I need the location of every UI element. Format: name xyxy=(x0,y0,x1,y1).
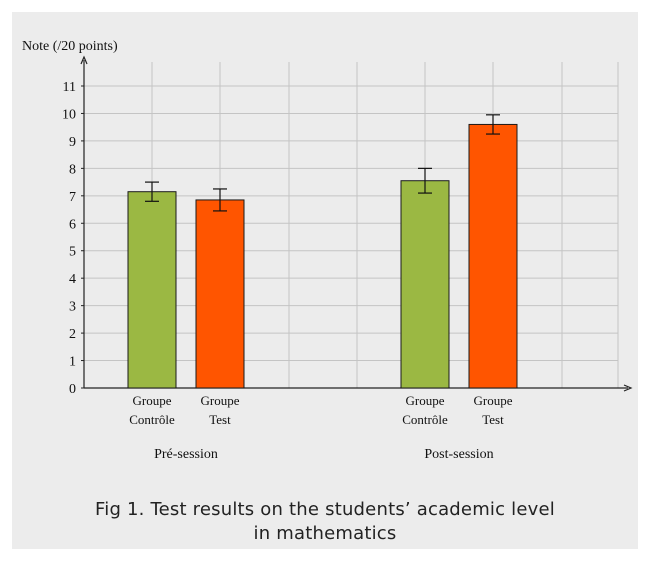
y-tick-label: 0 xyxy=(69,382,76,397)
x-tick-label-line2: Contrôle xyxy=(402,412,448,427)
y-axis-label: Note (/20 points) xyxy=(22,39,118,54)
y-tick-label: 6 xyxy=(69,217,76,232)
bar-chart: 0 1 2 3 4 5 6 7 8 9 10 11 Note (/20 points) Groupe Con… xyxy=(22,39,633,462)
y-tick-label: 5 xyxy=(69,245,76,260)
group-label: Post-session xyxy=(424,447,493,462)
y-tick-label: 7 xyxy=(69,190,76,205)
y-tick-label: 9 xyxy=(69,135,76,150)
y-tick-label: 3 xyxy=(69,300,76,315)
group-label: Pré-session xyxy=(154,447,218,462)
bar xyxy=(195,199,245,389)
x-tick-label-line2: Test xyxy=(482,412,504,427)
y-tick-label: 11 xyxy=(63,80,76,95)
x-tick-label-line1: Groupe xyxy=(201,393,240,408)
caption-line-1: Fig 1. Test results on the students’ aca… xyxy=(95,499,555,520)
y-tick-label: 2 xyxy=(69,327,76,342)
x-tick-label-line1: Groupe xyxy=(406,393,445,408)
bar xyxy=(468,123,518,389)
y-axis-arrow xyxy=(80,55,88,65)
y-tick-label: 8 xyxy=(69,162,76,177)
figure-panel: 0 1 2 3 4 5 6 7 8 9 10 11 Note (/20 points) Groupe Con… xyxy=(12,12,638,549)
x-tick-label-line2: Contrôle xyxy=(129,412,175,427)
y-tick-label: 1 xyxy=(69,355,76,370)
x-tick-label-line2: Test xyxy=(209,412,231,427)
y-tick-label: 10 xyxy=(62,107,76,122)
figure-caption: Fig 1. Test results on the students’ aca… xyxy=(12,498,638,546)
y-tick-label: 4 xyxy=(69,272,76,287)
bar xyxy=(127,191,177,389)
caption-line-2: in mathematics xyxy=(253,523,397,544)
x-tick-label-line1: Groupe xyxy=(474,393,513,408)
bar xyxy=(400,180,450,389)
x-axis-arrow xyxy=(623,384,633,392)
x-tick-label-line1: Groupe xyxy=(133,393,172,408)
